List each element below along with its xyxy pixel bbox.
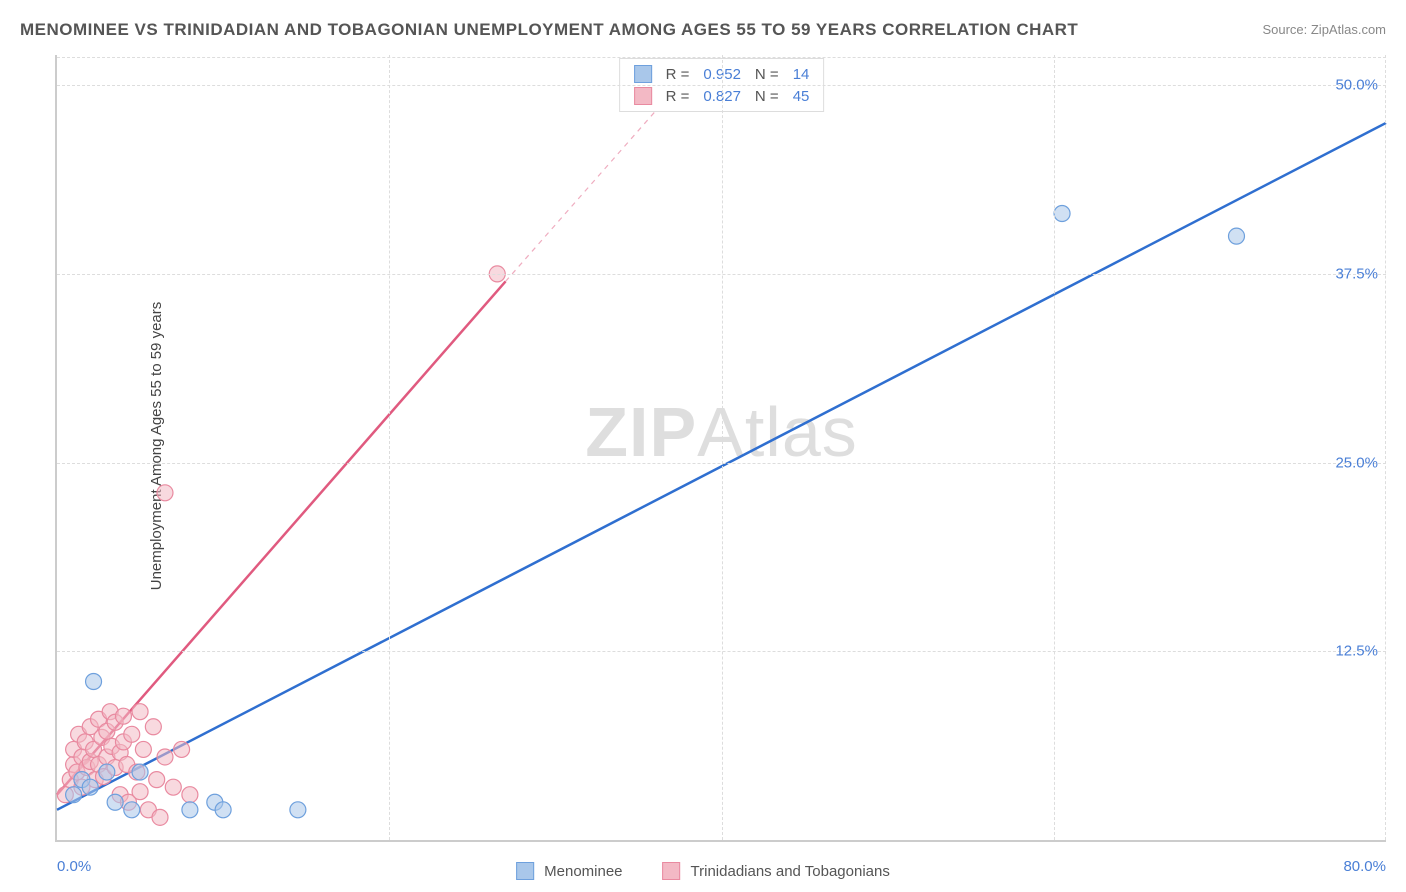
legend-swatch-1 — [516, 862, 534, 880]
chart-title: MENOMINEE VS TRINIDADIAN AND TOBAGONIAN … — [20, 20, 1078, 40]
x-tick-label-left: 0.0% — [57, 858, 91, 875]
y-tick-label: 37.5% — [1335, 265, 1378, 282]
legend-item-1: Menominee — [516, 862, 622, 880]
gridline-v — [1385, 55, 1386, 840]
gridline-v — [389, 55, 390, 840]
n-label-2: N = — [755, 88, 779, 105]
plot-area: ZIPAtlas R = 0.952 N = 14 R = 0.827 N = … — [55, 55, 1386, 842]
swatch-trinidadian — [634, 87, 652, 105]
r-label-1: R = — [666, 66, 690, 83]
legend-item-2: Trinidadians and Tobagonians — [663, 862, 890, 880]
legend-swatch-2 — [663, 862, 681, 880]
n-value-1: 14 — [793, 66, 810, 83]
y-tick-label: 50.0% — [1335, 77, 1378, 94]
x-tick-label-right: 80.0% — [1343, 858, 1386, 875]
gridline-v — [722, 55, 723, 840]
r-label-2: R = — [666, 88, 690, 105]
bottom-legend: Menominee Trinidadians and Tobagonians — [516, 862, 890, 880]
gridline-v — [1054, 55, 1055, 840]
legend-label-1: Menominee — [544, 863, 622, 880]
legend-label-2: Trinidadians and Tobagonians — [691, 863, 890, 880]
y-tick-label: 25.0% — [1335, 454, 1378, 471]
n-label-1: N = — [755, 66, 779, 83]
y-tick-label: 12.5% — [1335, 643, 1378, 660]
n-value-2: 45 — [793, 88, 810, 105]
swatch-menominee — [634, 65, 652, 83]
source-attribution: Source: ZipAtlas.com — [1262, 22, 1386, 37]
